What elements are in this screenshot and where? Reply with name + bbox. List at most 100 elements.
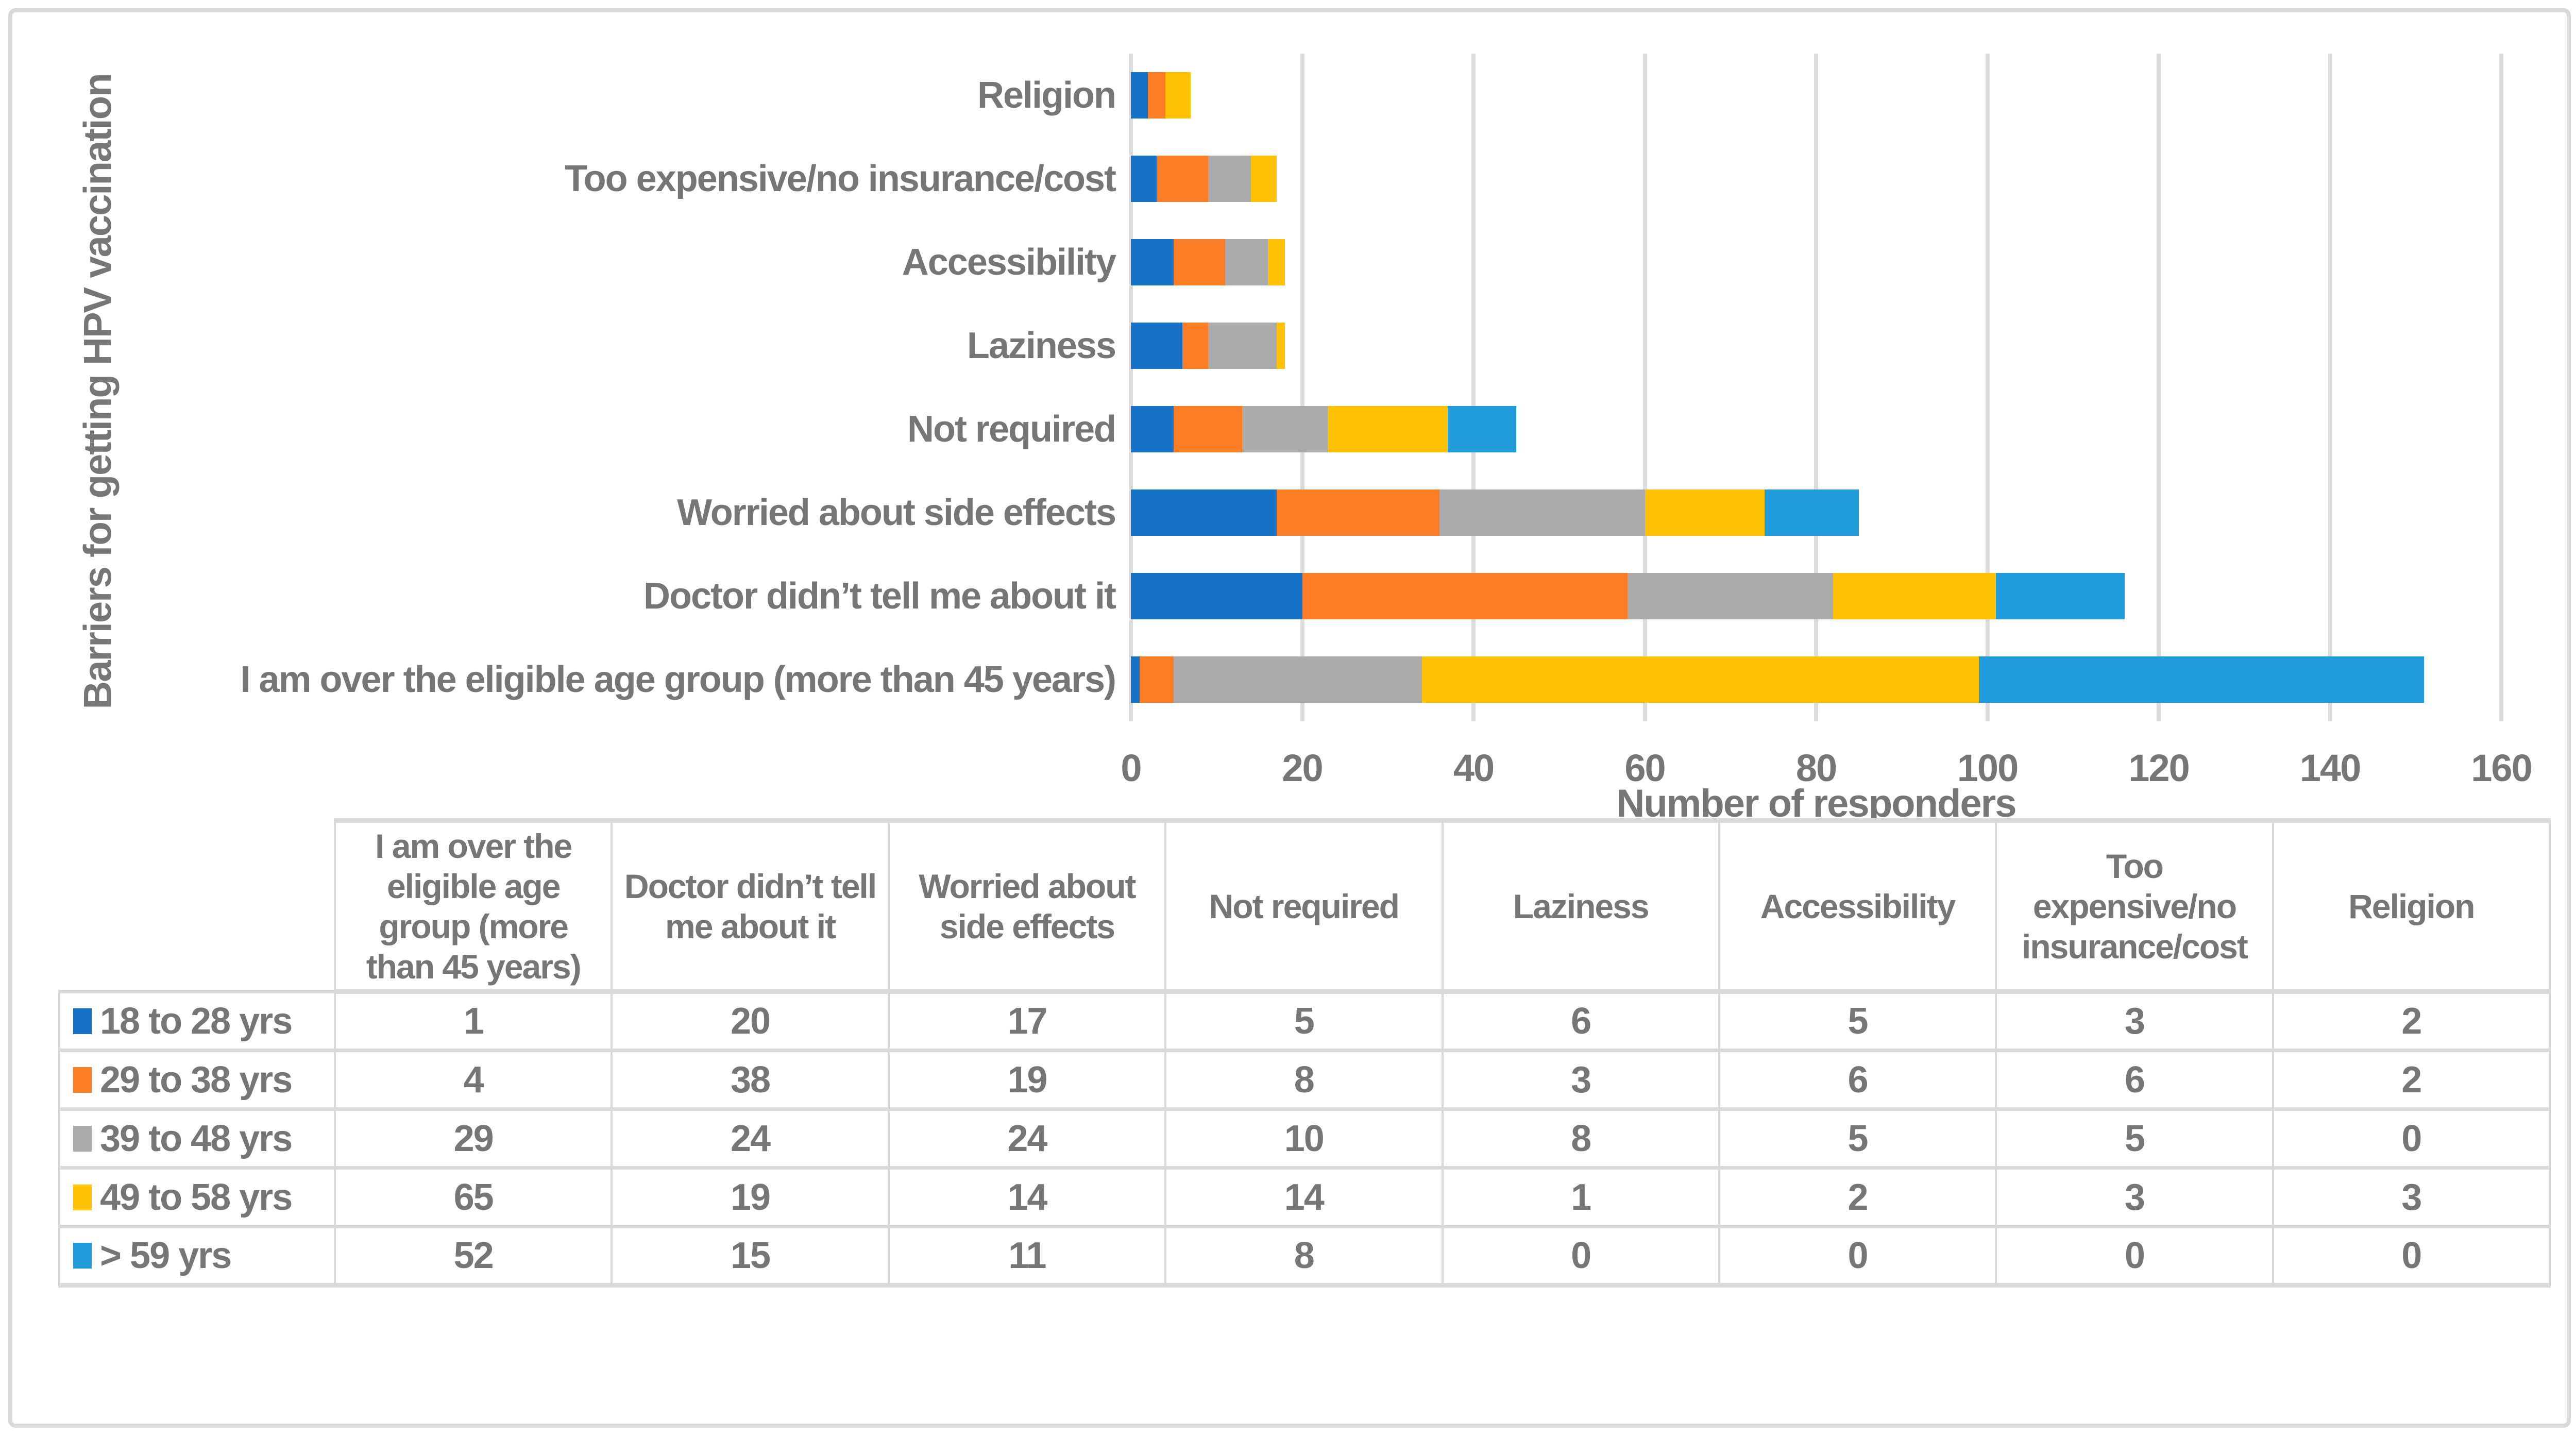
bar-segment xyxy=(1174,656,1422,703)
value-cell: 5 xyxy=(1995,1107,2274,1170)
table-row: 39 to 48 yrs 29 24 24 10 8 5 5 0 xyxy=(58,1107,2551,1170)
table-header-row: I am over the eligible age group (more t… xyxy=(59,818,2551,994)
value-cell: 2 xyxy=(2272,990,2551,1052)
bar-segment xyxy=(1131,656,1140,703)
table-column-header: Too expensive/no insurance/cost xyxy=(1995,818,2274,994)
legend-swatch xyxy=(73,1243,92,1269)
legend-label: 39 to 48 yrs xyxy=(100,1118,293,1159)
value-cell: 3 xyxy=(1995,1166,2274,1228)
value-cell: 14 xyxy=(1164,1166,1444,1228)
value-cell: 6 xyxy=(1441,990,1720,1052)
bar-segment xyxy=(1328,406,1448,452)
bar-segment xyxy=(1628,573,1834,619)
value-cell: 24 xyxy=(611,1107,890,1170)
bar-row xyxy=(1131,239,1285,285)
bar-row xyxy=(1131,323,1285,369)
legend-label: 18 to 28 yrs xyxy=(100,1000,293,1042)
table-column-header: Accessibility xyxy=(1718,818,1997,994)
x-tick-label: 80 xyxy=(1795,747,1837,789)
bar-row xyxy=(1131,156,1277,202)
bar-segment xyxy=(1645,489,1765,536)
bar-segment xyxy=(1422,656,1979,703)
gridline-x-140 xyxy=(2328,54,2332,721)
table-row-header: > 59 yrs xyxy=(58,1225,336,1288)
bar-segment xyxy=(1996,573,2125,619)
value-cell: 8 xyxy=(1441,1107,1720,1170)
gridline-x-20 xyxy=(1300,54,1304,721)
value-cell: 0 xyxy=(2272,1225,2551,1288)
bar-segment xyxy=(1208,323,1277,369)
value-cell: 38 xyxy=(611,1049,890,1111)
table-row: 29 to 38 yrs 4 38 19 8 3 6 6 2 xyxy=(58,1049,2551,1111)
bar-segment xyxy=(1448,406,1517,452)
value-cell: 29 xyxy=(333,1107,613,1170)
x-axis-title: Number of responders xyxy=(1616,782,2016,825)
gridline-x-40 xyxy=(1471,54,1476,721)
table-column-header: Laziness xyxy=(1441,818,1720,994)
legend-swatch xyxy=(73,1184,92,1210)
bar-segment xyxy=(1276,489,1439,536)
table-column-header: Doctor didn’t tell me about it xyxy=(611,818,890,994)
bar-segment xyxy=(1250,156,1277,202)
legend-label: 29 to 38 yrs xyxy=(100,1059,293,1101)
value-cell: 17 xyxy=(887,990,1167,1052)
category-label: Worried about side effects xyxy=(677,492,1116,533)
value-cell: 0 xyxy=(1441,1225,1720,1288)
bar-segment xyxy=(1268,239,1285,285)
value-cell: 19 xyxy=(887,1049,1167,1111)
bar-segment xyxy=(1276,323,1285,369)
table-row-header: 39 to 48 yrs xyxy=(58,1107,336,1170)
bar-segment xyxy=(1165,72,1191,119)
bar-segment xyxy=(1131,239,1174,285)
table-column-header: Religion xyxy=(2272,818,2551,994)
bar-row xyxy=(1131,656,2425,703)
value-cell: 8 xyxy=(1164,1049,1444,1111)
value-cell: 6 xyxy=(1718,1049,1997,1111)
value-cell: 2 xyxy=(1718,1166,1997,1228)
x-tick-label: 100 xyxy=(1957,747,2019,789)
legend-label: 49 to 58 yrs xyxy=(100,1176,293,1218)
value-cell: 14 xyxy=(887,1166,1167,1228)
value-cell: 8 xyxy=(1164,1225,1444,1288)
value-cell: 4 xyxy=(333,1049,613,1111)
category-label: Religion xyxy=(977,75,1116,116)
bar-segment xyxy=(1765,489,1859,536)
gridline-x-120 xyxy=(2157,54,2161,721)
value-cell: 3 xyxy=(2272,1166,2551,1228)
bar-row xyxy=(1131,72,1191,119)
value-cell: 19 xyxy=(611,1166,890,1228)
value-cell: 2 xyxy=(2272,1049,2551,1111)
x-tick-label: 160 xyxy=(2471,747,2532,789)
value-cell: 6 xyxy=(1995,1049,2274,1111)
x-tick-label: 0 xyxy=(1121,747,1142,789)
bar-segment xyxy=(1225,239,1268,285)
value-cell: 24 xyxy=(887,1107,1167,1170)
bar-segment xyxy=(1978,656,2425,703)
value-cell: 3 xyxy=(1441,1049,1720,1111)
table-row: > 59 yrs 52 15 11 8 0 0 0 0 xyxy=(58,1225,2551,1288)
bar-segment xyxy=(1174,406,1243,452)
x-tick-label: 40 xyxy=(1453,747,1495,789)
table-row-header: 29 to 38 yrs xyxy=(58,1049,336,1111)
bar-segment xyxy=(1131,406,1174,452)
bar-segment xyxy=(1182,323,1208,369)
bar-segment xyxy=(1131,489,1277,536)
table-column-header: I am over the eligible age group (more t… xyxy=(333,818,613,994)
value-cell: 52 xyxy=(333,1225,613,1288)
table-column-header: Worried about side effects xyxy=(887,818,1167,994)
category-label: I am over the eligible age group (more t… xyxy=(240,659,1116,700)
value-cell: 10 xyxy=(1164,1107,1444,1170)
table-corner-cell xyxy=(59,821,335,992)
bar-segment xyxy=(1302,573,1628,619)
gridline-x-60 xyxy=(1642,54,1647,721)
bar-segment xyxy=(1139,656,1174,703)
category-label: Accessibility xyxy=(902,242,1116,283)
value-cell: 5 xyxy=(1718,1107,1997,1170)
value-cell: 1 xyxy=(333,990,613,1052)
value-cell: 5 xyxy=(1164,990,1444,1052)
table-column-header: Not required xyxy=(1164,818,1444,994)
gridline-x-160 xyxy=(2499,54,2503,721)
value-cell: 3 xyxy=(1995,990,2274,1052)
gridline-x-0 xyxy=(1129,54,1133,721)
